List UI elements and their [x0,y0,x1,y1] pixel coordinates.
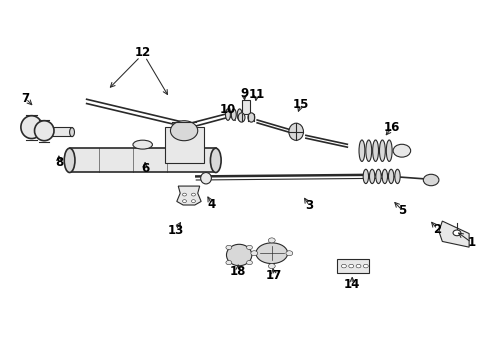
Circle shape [192,200,196,203]
Ellipse shape [231,109,236,120]
Text: 11: 11 [248,89,265,102]
Circle shape [342,264,346,268]
Ellipse shape [366,140,372,161]
Ellipse shape [386,140,392,161]
Circle shape [269,238,275,243]
Ellipse shape [373,140,378,161]
Circle shape [349,264,354,268]
Ellipse shape [289,123,303,140]
Circle shape [183,200,186,203]
Text: 4: 4 [208,198,216,211]
Circle shape [356,264,361,268]
Text: 10: 10 [220,103,236,116]
Bar [50,127,72,136]
Bar [337,259,369,273]
Circle shape [286,251,293,256]
Text: 15: 15 [293,99,309,112]
Text: 6: 6 [141,162,149,175]
Text: 9: 9 [240,87,248,100]
Ellipse shape [382,169,388,184]
Polygon shape [439,221,469,247]
Circle shape [226,260,232,265]
Circle shape [246,260,252,265]
Text: 1: 1 [467,236,476,249]
Circle shape [192,193,196,196]
Bar [70,148,216,172]
Ellipse shape [226,244,252,266]
Text: 14: 14 [344,278,360,291]
Ellipse shape [48,128,52,136]
Circle shape [453,230,461,236]
Ellipse shape [238,113,245,122]
Circle shape [364,264,368,268]
Ellipse shape [210,148,221,172]
Circle shape [393,144,411,157]
Ellipse shape [201,172,211,184]
Ellipse shape [70,128,74,136]
Circle shape [183,193,186,196]
Text: 18: 18 [230,265,246,278]
Bar [242,100,250,114]
Ellipse shape [379,140,385,161]
Circle shape [246,245,252,249]
Text: 8: 8 [55,156,63,168]
Text: 16: 16 [384,121,400,134]
Ellipse shape [395,169,400,184]
Circle shape [226,245,232,249]
Text: 12: 12 [135,46,151,59]
Ellipse shape [389,169,394,184]
Polygon shape [177,186,201,205]
Ellipse shape [34,121,54,141]
Ellipse shape [225,109,230,120]
Text: 7: 7 [22,92,30,105]
Ellipse shape [359,140,365,161]
Circle shape [269,264,275,269]
Text: 2: 2 [433,223,441,236]
Ellipse shape [133,140,152,149]
Ellipse shape [363,169,368,184]
Text: 3: 3 [305,199,314,212]
Bar [165,127,203,163]
Ellipse shape [21,116,42,139]
Ellipse shape [64,148,75,172]
Text: 5: 5 [398,203,406,216]
Circle shape [251,251,258,256]
Text: 13: 13 [168,224,184,237]
Circle shape [171,121,198,141]
Ellipse shape [369,169,375,184]
Ellipse shape [248,113,255,122]
Ellipse shape [256,243,288,264]
Ellipse shape [237,109,242,120]
Circle shape [423,174,439,186]
Ellipse shape [376,169,381,184]
Text: 17: 17 [266,269,282,282]
